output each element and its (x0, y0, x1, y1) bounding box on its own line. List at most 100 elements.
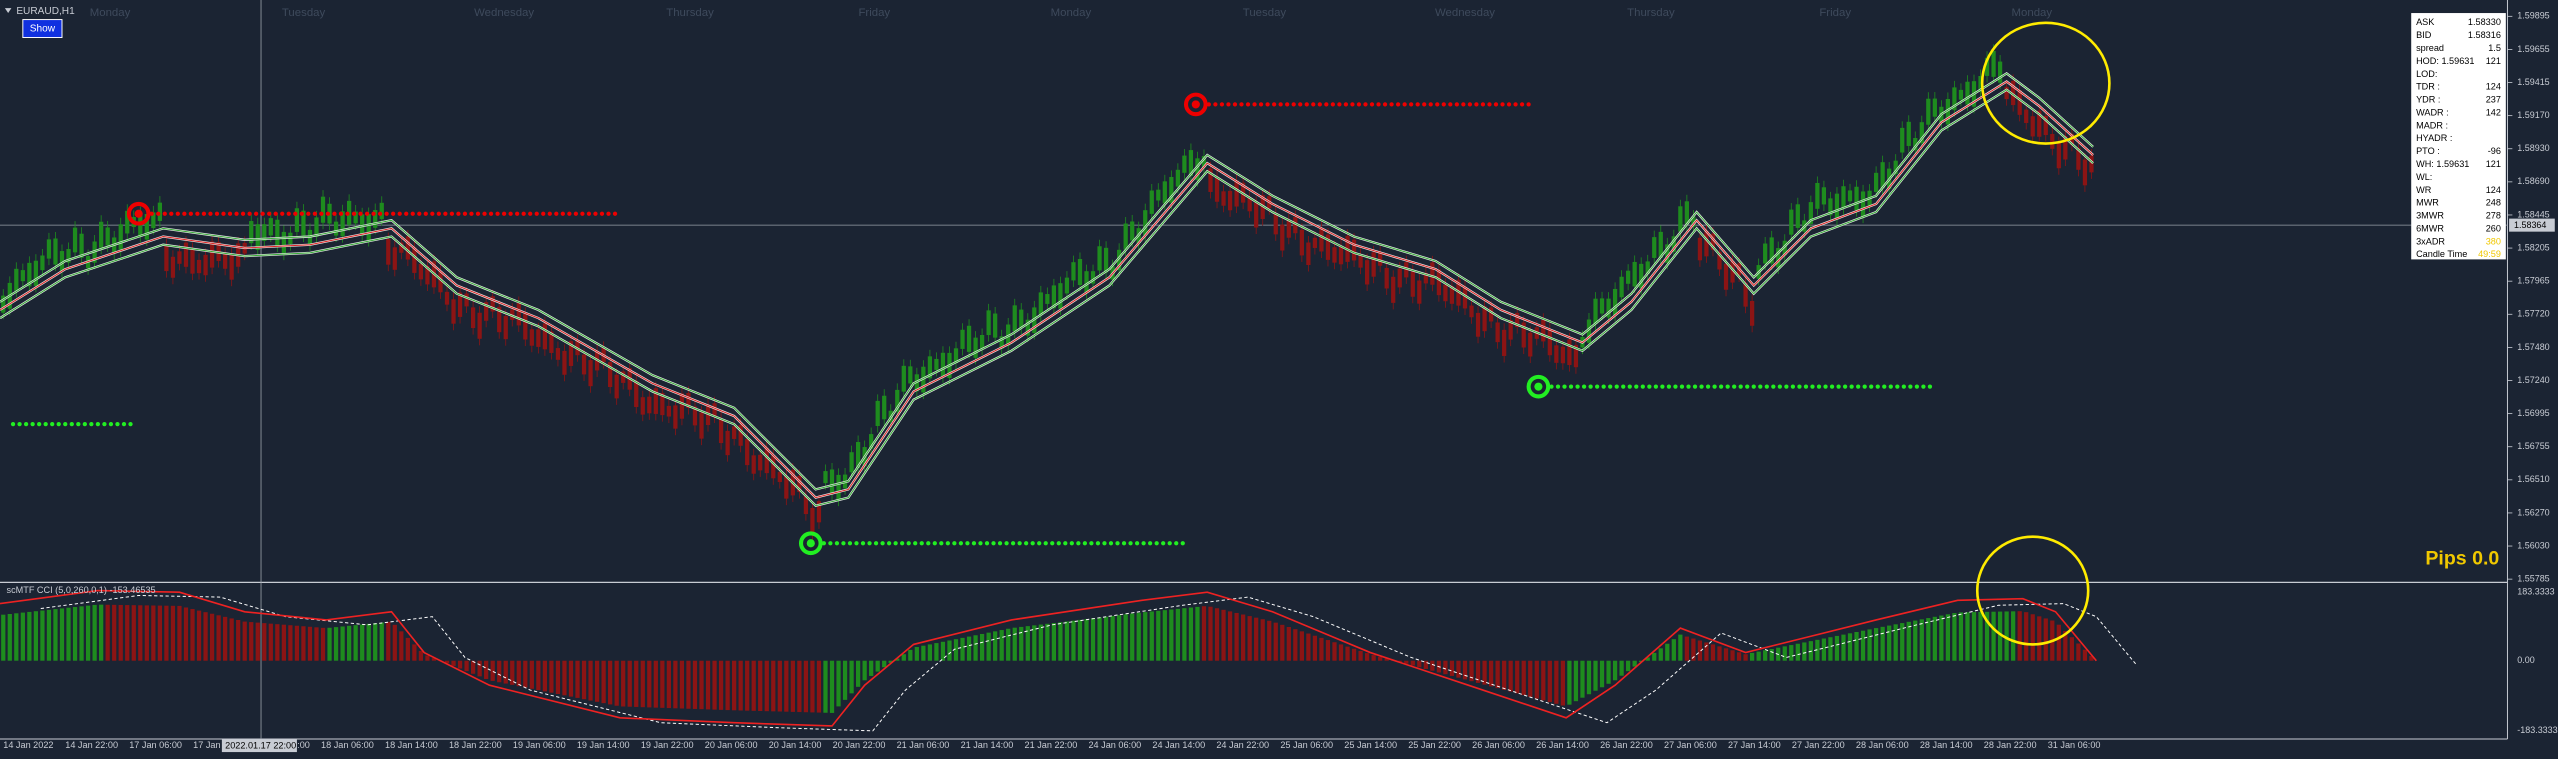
cci-histogram-bar (1723, 648, 1729, 661)
signal-dot (1575, 384, 1580, 389)
signal-dot (1751, 384, 1756, 389)
time-label: 21 Jan 14:00 (961, 740, 1014, 750)
cci-histogram-bar (1684, 636, 1689, 661)
info-value: 1.58330 (2468, 17, 2501, 27)
candle-body (927, 356, 933, 379)
signal-dot (567, 211, 572, 216)
cci-histogram-bar (340, 626, 345, 661)
cci-histogram-bar (797, 660, 802, 713)
signal-dot (1076, 541, 1081, 546)
info-label: BID (2416, 30, 2432, 40)
cci-histogram-bar (1919, 619, 1924, 661)
cci-histogram-bar (575, 660, 580, 698)
candle-body (418, 263, 424, 280)
cci-histogram-bar (1221, 609, 1226, 661)
cci-histogram-bar (294, 625, 300, 661)
price-tick-label: 1.58690 (2517, 176, 2549, 186)
candle-body (1495, 322, 1500, 343)
cci-histogram-bar (1280, 624, 1285, 661)
candle-body (1547, 329, 1552, 356)
cci-histogram-bar (2069, 637, 2074, 661)
cci-histogram-bar (412, 644, 417, 661)
candle-body (1058, 283, 1063, 309)
show-button[interactable] (22, 19, 63, 39)
signal-dot (958, 541, 964, 546)
signal-dot (1555, 384, 1561, 389)
cci-histogram-bar (1736, 652, 1742, 661)
candle-body (170, 256, 176, 278)
cci-histogram-bar (425, 655, 430, 661)
signal-dot (586, 211, 592, 216)
candle-body (940, 352, 946, 377)
signal-dot (10, 422, 16, 427)
cci-histogram-bar (1873, 628, 1879, 661)
cci-histogram-bar (33, 611, 39, 661)
cci-histogram-bar (1338, 644, 1344, 661)
candle-body (353, 211, 358, 224)
signal-dot (267, 211, 272, 216)
candle-body (1750, 300, 1755, 326)
cci-histogram-bar (1541, 660, 1546, 701)
cci-histogram-bar (1234, 612, 1239, 661)
signal-dot (1862, 384, 1867, 389)
cci-histogram-bar (314, 627, 319, 661)
signal-dot (1882, 384, 1887, 389)
candle-body (1554, 345, 1559, 363)
candle-body (1697, 237, 1703, 261)
signal-dot (443, 211, 448, 216)
cci-histogram-bar (647, 660, 652, 708)
signal-dot (338, 211, 344, 216)
signal-dot (121, 422, 127, 427)
signal-dot (1869, 384, 1874, 389)
candle-body (640, 397, 645, 415)
candle-body (895, 389, 900, 412)
signal-dot (273, 211, 278, 216)
cci-histogram-bar (503, 660, 508, 684)
candle-body (986, 310, 991, 336)
cci-histogram-bar (1828, 637, 1833, 661)
info-value: 121 (2486, 56, 2501, 66)
signal-dot (528, 211, 533, 216)
candle-body (1143, 210, 1148, 236)
cci-histogram-bar (953, 639, 959, 661)
candle-body (1469, 305, 1474, 318)
cci-histogram-bar (1665, 643, 1670, 661)
cci-histogram-bar (666, 660, 671, 709)
cci-histogram-bar (1599, 660, 1605, 688)
signal-dot (436, 211, 441, 216)
signal-dot (1849, 384, 1854, 389)
candle-body (1025, 319, 1030, 336)
candle-body (1860, 191, 1866, 217)
signal-dot (1474, 102, 1479, 107)
price-tick-label: 1.56755 (2517, 441, 2549, 451)
signal-dot (1519, 102, 1525, 107)
signal-dot (991, 541, 996, 546)
indicator-axis-label: 183.3333 (2517, 587, 2554, 597)
candle-body (1325, 234, 1331, 260)
highlight-circle (1975, 535, 2090, 646)
signal-dot (43, 422, 48, 427)
signal-dot (926, 541, 931, 546)
candle-body (1710, 233, 1716, 250)
candle-body (33, 260, 39, 286)
candle-body (281, 231, 286, 254)
cci-histogram-bar (346, 625, 352, 661)
cci-histogram-bar (940, 641, 946, 661)
candle-body (1045, 294, 1050, 304)
signal-dot (188, 211, 193, 216)
info-label: TDR : (2416, 82, 2440, 92)
signal-dot (1790, 384, 1796, 389)
cci-histogram-bar (679, 660, 685, 709)
cci-histogram-bar (40, 610, 45, 661)
show-button-label[interactable]: Show (30, 24, 56, 35)
cci-histogram-bar (1462, 660, 1468, 680)
candle-body (177, 251, 182, 264)
signal-circle (1526, 374, 1551, 399)
candle-body (1658, 231, 1663, 258)
cci-histogram-bar (1169, 609, 1174, 661)
candle-body (477, 312, 482, 339)
signal-dot (1435, 102, 1440, 107)
cci-histogram-bar (1939, 615, 1944, 661)
cci-histogram-bar (1038, 624, 1043, 661)
